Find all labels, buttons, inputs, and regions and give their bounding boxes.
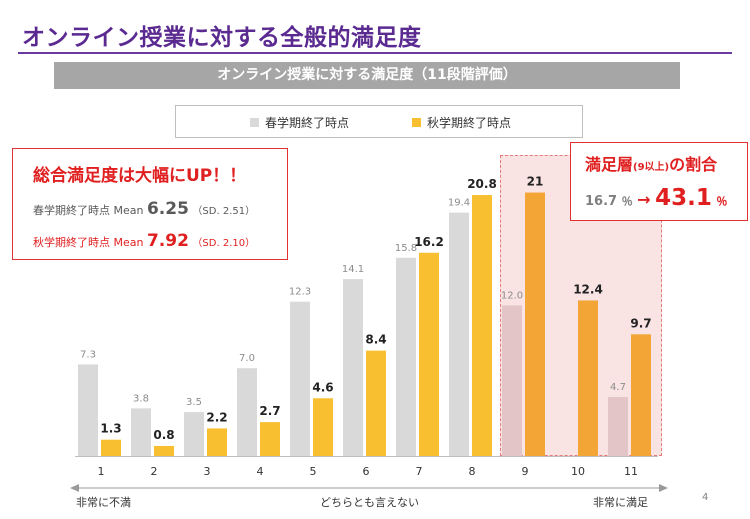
axis-note-middle: どちらとも言えない	[320, 496, 419, 509]
satisfied-share-title: 満足層(9以上)の割合	[585, 151, 717, 175]
x-tick-label-11: 11	[624, 465, 638, 478]
satisfied-share-after: 43.1	[655, 185, 712, 211]
axis-note-right: 非常に満足	[593, 496, 648, 509]
fall-mean-line: 秋学期終了時点 Mean 7.92 （SD. 2.10）	[33, 231, 255, 251]
bar-fall-3	[207, 428, 227, 456]
summary-headline: 総合満足度は大幅にUP！！	[33, 166, 247, 186]
chart-banner: オンライン授業に対する満足度（11段階評価）	[54, 62, 680, 89]
bar-spring-11	[608, 397, 628, 456]
x-tick-label-10: 10	[571, 465, 585, 478]
x-tick-label-1: 1	[98, 465, 105, 478]
satisfied-share-box: 満足層(9以上)の割合 16.7 ％ → 43.1 ％	[570, 142, 748, 221]
spring-sd: （SD. 2.51）	[192, 206, 256, 217]
spring-mean-label: 春学期終了時点 Mean	[33, 204, 144, 217]
legend-label-fall: 秋学期終了時点	[427, 116, 512, 130]
satisfied-share-title-suffix: の割合	[669, 155, 718, 174]
bar-spring-7	[396, 257, 416, 456]
legend-item-spring: 春学期終了時点	[250, 114, 349, 131]
data-label-fall-9: 21	[527, 175, 544, 189]
x-tick-label-9: 9	[522, 465, 529, 478]
data-label-fall-1: 1.3	[100, 422, 121, 436]
data-label-spring-6: 14.1	[342, 264, 364, 275]
title-underline	[18, 52, 732, 54]
data-label-spring-7: 15.8	[395, 243, 417, 254]
data-label-spring-8: 19.4	[448, 198, 470, 209]
legend-label-spring: 春学期終了時点	[265, 116, 350, 130]
bar-spring-8	[449, 212, 469, 456]
bar-fall-8	[472, 195, 492, 456]
fall-mean-label: 秋学期終了時点 Mean	[33, 236, 144, 249]
spring-mean-line: 春学期終了時点 Mean 6.25 （SD. 2.51）	[33, 199, 255, 219]
bar-spring-9	[502, 305, 522, 456]
bar-spring-2	[131, 408, 151, 456]
data-label-spring-2: 3.8	[133, 393, 149, 404]
bar-spring-4	[237, 368, 257, 456]
data-label-fall-6: 8.4	[365, 333, 386, 347]
x-tick-label-2: 2	[151, 465, 158, 478]
arrow-icon: →	[637, 190, 651, 209]
spring-mean-value: 6.25	[146, 199, 189, 219]
slide-title: オンライン授業に対する全般的満足度	[22, 25, 422, 51]
x-tick-label-6: 6	[363, 465, 370, 478]
data-label-fall-8: 20.8	[467, 177, 497, 191]
bar-spring-5	[290, 301, 310, 456]
chart-legend: 春学期終了時点 秋学期終了時点	[175, 105, 583, 138]
legend-swatch-fall	[412, 118, 421, 127]
satisfied-share-title-range: (9以上)	[633, 162, 670, 173]
data-label-fall-3: 2.2	[206, 410, 227, 424]
satisfied-share-values: 16.7 ％ → 43.1 ％	[585, 185, 727, 211]
satisfied-share-before: 16.7	[585, 194, 618, 209]
satisfied-share-after-unit: ％	[716, 195, 728, 208]
bar-fall-9	[525, 192, 545, 456]
data-label-fall-11: 9.7	[630, 316, 651, 330]
legend-swatch-spring	[250, 118, 259, 127]
data-label-spring-1: 7.3	[80, 349, 96, 360]
arrow-right-icon	[659, 484, 668, 492]
bar-fall-1	[101, 439, 121, 456]
x-tick-label-4: 4	[257, 465, 264, 478]
bar-spring-3	[184, 412, 204, 456]
data-label-fall-10: 12.4	[573, 282, 603, 296]
satisfied-share-title-main: 満足層	[585, 155, 634, 174]
x-tick-label-8: 8	[469, 465, 476, 478]
data-label-fall-2: 0.8	[153, 428, 174, 442]
data-label-spring-4: 7.0	[239, 353, 255, 364]
bar-spring-1	[78, 364, 98, 456]
x-tick-label-5: 5	[310, 465, 317, 478]
legend-item-fall: 秋学期終了時点	[412, 114, 511, 131]
fall-mean-value: 7.92	[146, 231, 189, 251]
data-label-spring-11: 4.7	[610, 382, 626, 393]
data-label-spring-9: 12.0	[501, 290, 523, 301]
fall-sd: （SD. 2.10）	[192, 238, 256, 249]
arrow-left-icon	[70, 484, 79, 492]
satisfied-share-before-unit: ％	[621, 195, 633, 208]
data-label-fall-7: 16.2	[414, 235, 444, 249]
bar-fall-5	[313, 398, 333, 456]
x-tick-label-3: 3	[204, 465, 211, 478]
bar-fall-11	[631, 334, 651, 456]
bar-fall-7	[419, 252, 439, 456]
mean-summary-box: 総合満足度は大幅にUP！！ 春学期終了時点 Mean 6.25 （SD. 2.5…	[12, 148, 288, 260]
axis-note-left: 非常に不満	[76, 496, 131, 509]
bar-spring-6	[343, 279, 363, 456]
bar-fall-4	[260, 422, 280, 456]
bar-fall-6	[366, 350, 386, 456]
data-label-spring-5: 12.3	[289, 287, 311, 298]
data-label-fall-5: 4.6	[312, 380, 333, 394]
bar-fall-10	[578, 300, 598, 456]
data-label-fall-4: 2.7	[259, 404, 280, 418]
page-number: 4	[702, 492, 709, 503]
x-tick-label-7: 7	[416, 465, 423, 478]
bar-fall-2	[154, 445, 174, 456]
data-label-spring-3: 3.5	[186, 397, 202, 408]
